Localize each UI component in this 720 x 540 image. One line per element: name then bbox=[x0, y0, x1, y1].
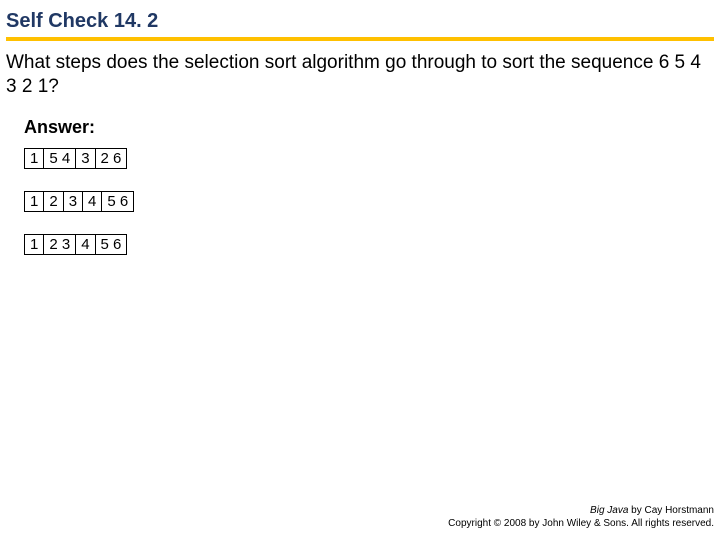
slide-title: Self Check 14. 2 bbox=[6, 6, 714, 35]
table-cell: 3 bbox=[76, 148, 95, 168]
table-cell: 2 3 bbox=[44, 234, 76, 254]
step-row-2: 12345 6 bbox=[24, 191, 714, 212]
footer-book: Big Java bbox=[590, 505, 628, 516]
title-underline bbox=[6, 37, 714, 41]
footer-copyright: Copyright © 2008 by John Wiley & Sons. A… bbox=[448, 517, 714, 530]
table-cell: 2 6 bbox=[95, 148, 127, 168]
footer-line-1: Big Java by Cay Horstmann bbox=[448, 504, 714, 517]
table-cell: 5 6 bbox=[102, 191, 134, 211]
table-cell: 1 bbox=[25, 191, 44, 211]
table-cell: 2 bbox=[44, 191, 63, 211]
footer: Big Java by Cay Horstmann Copyright © 20… bbox=[448, 504, 714, 530]
step-row-1: 15 432 6 bbox=[24, 148, 714, 169]
answer-label: Answer: bbox=[24, 117, 714, 138]
table-cell: 4 bbox=[83, 191, 102, 211]
step-row-3: 12 345 6 bbox=[24, 234, 714, 255]
footer-by: by Cay Horstmann bbox=[628, 505, 714, 516]
table-cell: 5 6 bbox=[95, 234, 127, 254]
table-cell: 3 bbox=[63, 191, 82, 211]
table-cell: 5 4 bbox=[44, 148, 76, 168]
question-text: What steps does the selection sort algor… bbox=[6, 51, 714, 99]
table-cell: 1 bbox=[25, 234, 44, 254]
table-cell: 4 bbox=[76, 234, 95, 254]
table-cell: 1 bbox=[25, 148, 44, 168]
